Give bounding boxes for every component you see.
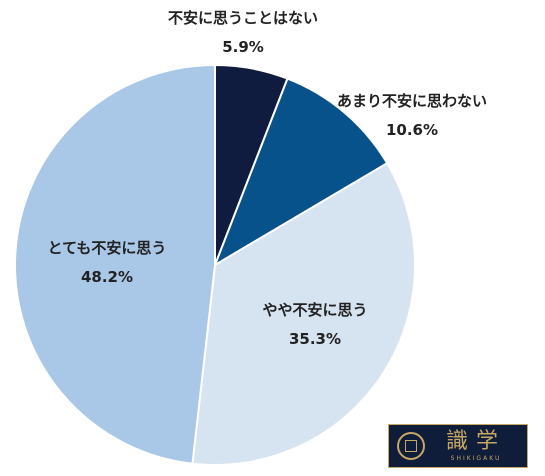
logo-emblem-icon	[397, 432, 425, 460]
logo-subtext: SHIKIGAKU	[450, 455, 502, 462]
slice-value-1: 5.9%	[222, 38, 264, 56]
pie-slices	[14, 63, 416, 466]
shikigaku-logo: 識学 SHIKIGAKU	[388, 424, 528, 468]
slice-value-2: 10.6%	[386, 121, 438, 139]
slice-value-4: 48.2%	[81, 268, 133, 286]
logo-wordmark: 識学	[445, 429, 506, 454]
slice-label-2: あまり不安に思わない	[337, 92, 487, 110]
pie-slice-2	[213, 77, 389, 268]
slice-label-1: 不安に思うことはない	[168, 9, 318, 27]
pie-slice-4	[14, 63, 216, 465]
pie-slice-3	[191, 161, 416, 466]
slice-label-4: とても不安に思う	[48, 239, 167, 257]
slice-labels: 不安に思うことはない 5.9% あまり不安に思わない 10.6% やや不安に思う 35.3…	[48, 9, 487, 348]
slice-value-3: 35.3%	[289, 330, 341, 348]
slice-label-3: やや不安に思う	[262, 301, 367, 319]
